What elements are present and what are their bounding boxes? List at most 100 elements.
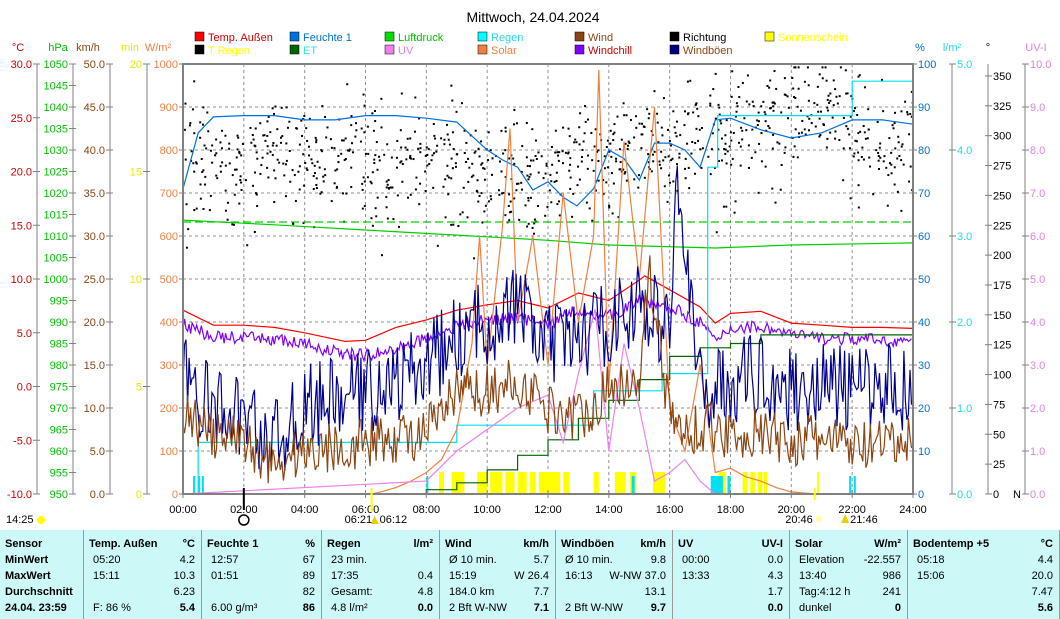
direction-point — [687, 166, 690, 169]
direction-point — [215, 152, 218, 155]
direction-point — [534, 154, 537, 157]
direction-point — [558, 214, 561, 217]
temp-unit-label: °C — [12, 42, 24, 54]
direction-point — [500, 192, 503, 195]
direction-point — [754, 151, 757, 154]
direction-point — [259, 172, 262, 175]
legend-swatch — [574, 31, 585, 42]
direction-point — [627, 140, 630, 143]
x-tick-label: 08:00 — [413, 504, 441, 516]
stats-value: UV-I — [761, 538, 783, 550]
direction-point — [386, 183, 389, 186]
direction-point — [467, 180, 470, 183]
direction-point — [474, 150, 477, 153]
direction-point — [800, 131, 803, 134]
direction-point — [251, 134, 254, 137]
direction-point — [751, 100, 754, 103]
direction-point — [776, 141, 779, 144]
direction-point — [211, 161, 214, 164]
direction-point — [894, 111, 897, 114]
direction-point — [622, 102, 625, 105]
direction-point — [858, 74, 861, 77]
direction-point — [310, 158, 313, 161]
direction-point — [739, 145, 742, 148]
direction-point — [305, 127, 308, 130]
stats-label: Bodentemp +5 — [913, 538, 990, 550]
direction-point — [346, 83, 349, 86]
direction-point — [728, 145, 731, 148]
direction-point — [312, 188, 315, 191]
direction-point — [758, 142, 761, 145]
direction-point — [697, 115, 700, 118]
stats-value: 986 — [882, 570, 901, 582]
direction-point — [757, 111, 760, 114]
direction-point — [569, 187, 572, 190]
sunshine-bar — [614, 472, 626, 494]
direction-point — [320, 191, 323, 194]
direction-point — [436, 244, 439, 247]
direction-tick-label: 200 — [993, 250, 1011, 262]
direction-point — [591, 159, 594, 162]
direction-point — [557, 154, 560, 157]
direction-point — [888, 137, 891, 140]
direction-point — [764, 165, 767, 168]
direction-point — [738, 96, 741, 99]
direction-point — [569, 163, 572, 166]
direction-point — [450, 157, 453, 160]
series-luftdruck — [182, 219, 914, 249]
stats-label: MaxWert — [5, 570, 51, 582]
direction-point — [879, 142, 882, 145]
direction-point — [401, 180, 404, 183]
direction-point — [285, 159, 288, 162]
direction-point — [739, 164, 742, 167]
direction-point — [877, 167, 880, 170]
direction-point — [345, 192, 348, 195]
direction-point — [190, 150, 193, 153]
direction-tick-label: 225 — [993, 220, 1011, 232]
direction-point — [354, 135, 357, 138]
direction-point — [838, 139, 841, 142]
direction-point — [578, 126, 581, 129]
direction-tick-label: 125 — [993, 340, 1011, 352]
direction-point — [673, 126, 676, 129]
direction-point — [313, 172, 316, 175]
stats-label: Tag:4:12 h — [799, 586, 851, 598]
direction-point — [591, 219, 594, 222]
wind-tick-label: 50.0 — [84, 59, 105, 71]
direction-point — [804, 133, 807, 136]
direction-point — [723, 147, 726, 150]
direction-point — [476, 179, 479, 182]
temp-tick-label: 0.0 — [17, 382, 32, 394]
stats-label — [913, 584, 917, 600]
moonset-time: 06:21 — [345, 514, 373, 526]
stats-value: W-NW 37.0 — [609, 570, 666, 582]
direction-point — [718, 106, 721, 109]
direction-point — [426, 153, 429, 156]
stats-label: dunkel — [799, 602, 832, 614]
direction-point — [211, 144, 214, 147]
stats-label — [561, 584, 565, 600]
direction-point — [350, 124, 353, 127]
direction-point — [355, 122, 358, 125]
direction-point — [344, 137, 347, 140]
wind-tick-label: 15.0 — [84, 360, 105, 372]
direction-point — [618, 168, 621, 171]
direction-point — [839, 66, 842, 69]
legend-label: ET — [303, 45, 317, 57]
direction-point — [443, 138, 446, 141]
direction-point — [521, 188, 524, 191]
direction-point — [409, 137, 412, 140]
direction-point — [857, 184, 860, 187]
direction-point — [504, 149, 507, 152]
wind-tick-label: 5.0 — [90, 446, 105, 458]
wind-tick-label: 45.0 — [84, 102, 105, 114]
pressure-tick-label: 1045 — [44, 81, 68, 93]
direction-point — [390, 156, 393, 159]
stats-label: 2 Bft W-NW — [565, 602, 623, 614]
stats-label: 01:51 — [211, 570, 239, 582]
direction-point — [483, 178, 486, 181]
direction-point — [651, 153, 654, 156]
direction-point — [321, 105, 324, 108]
direction-point — [877, 159, 880, 162]
direction-point — [806, 115, 809, 118]
